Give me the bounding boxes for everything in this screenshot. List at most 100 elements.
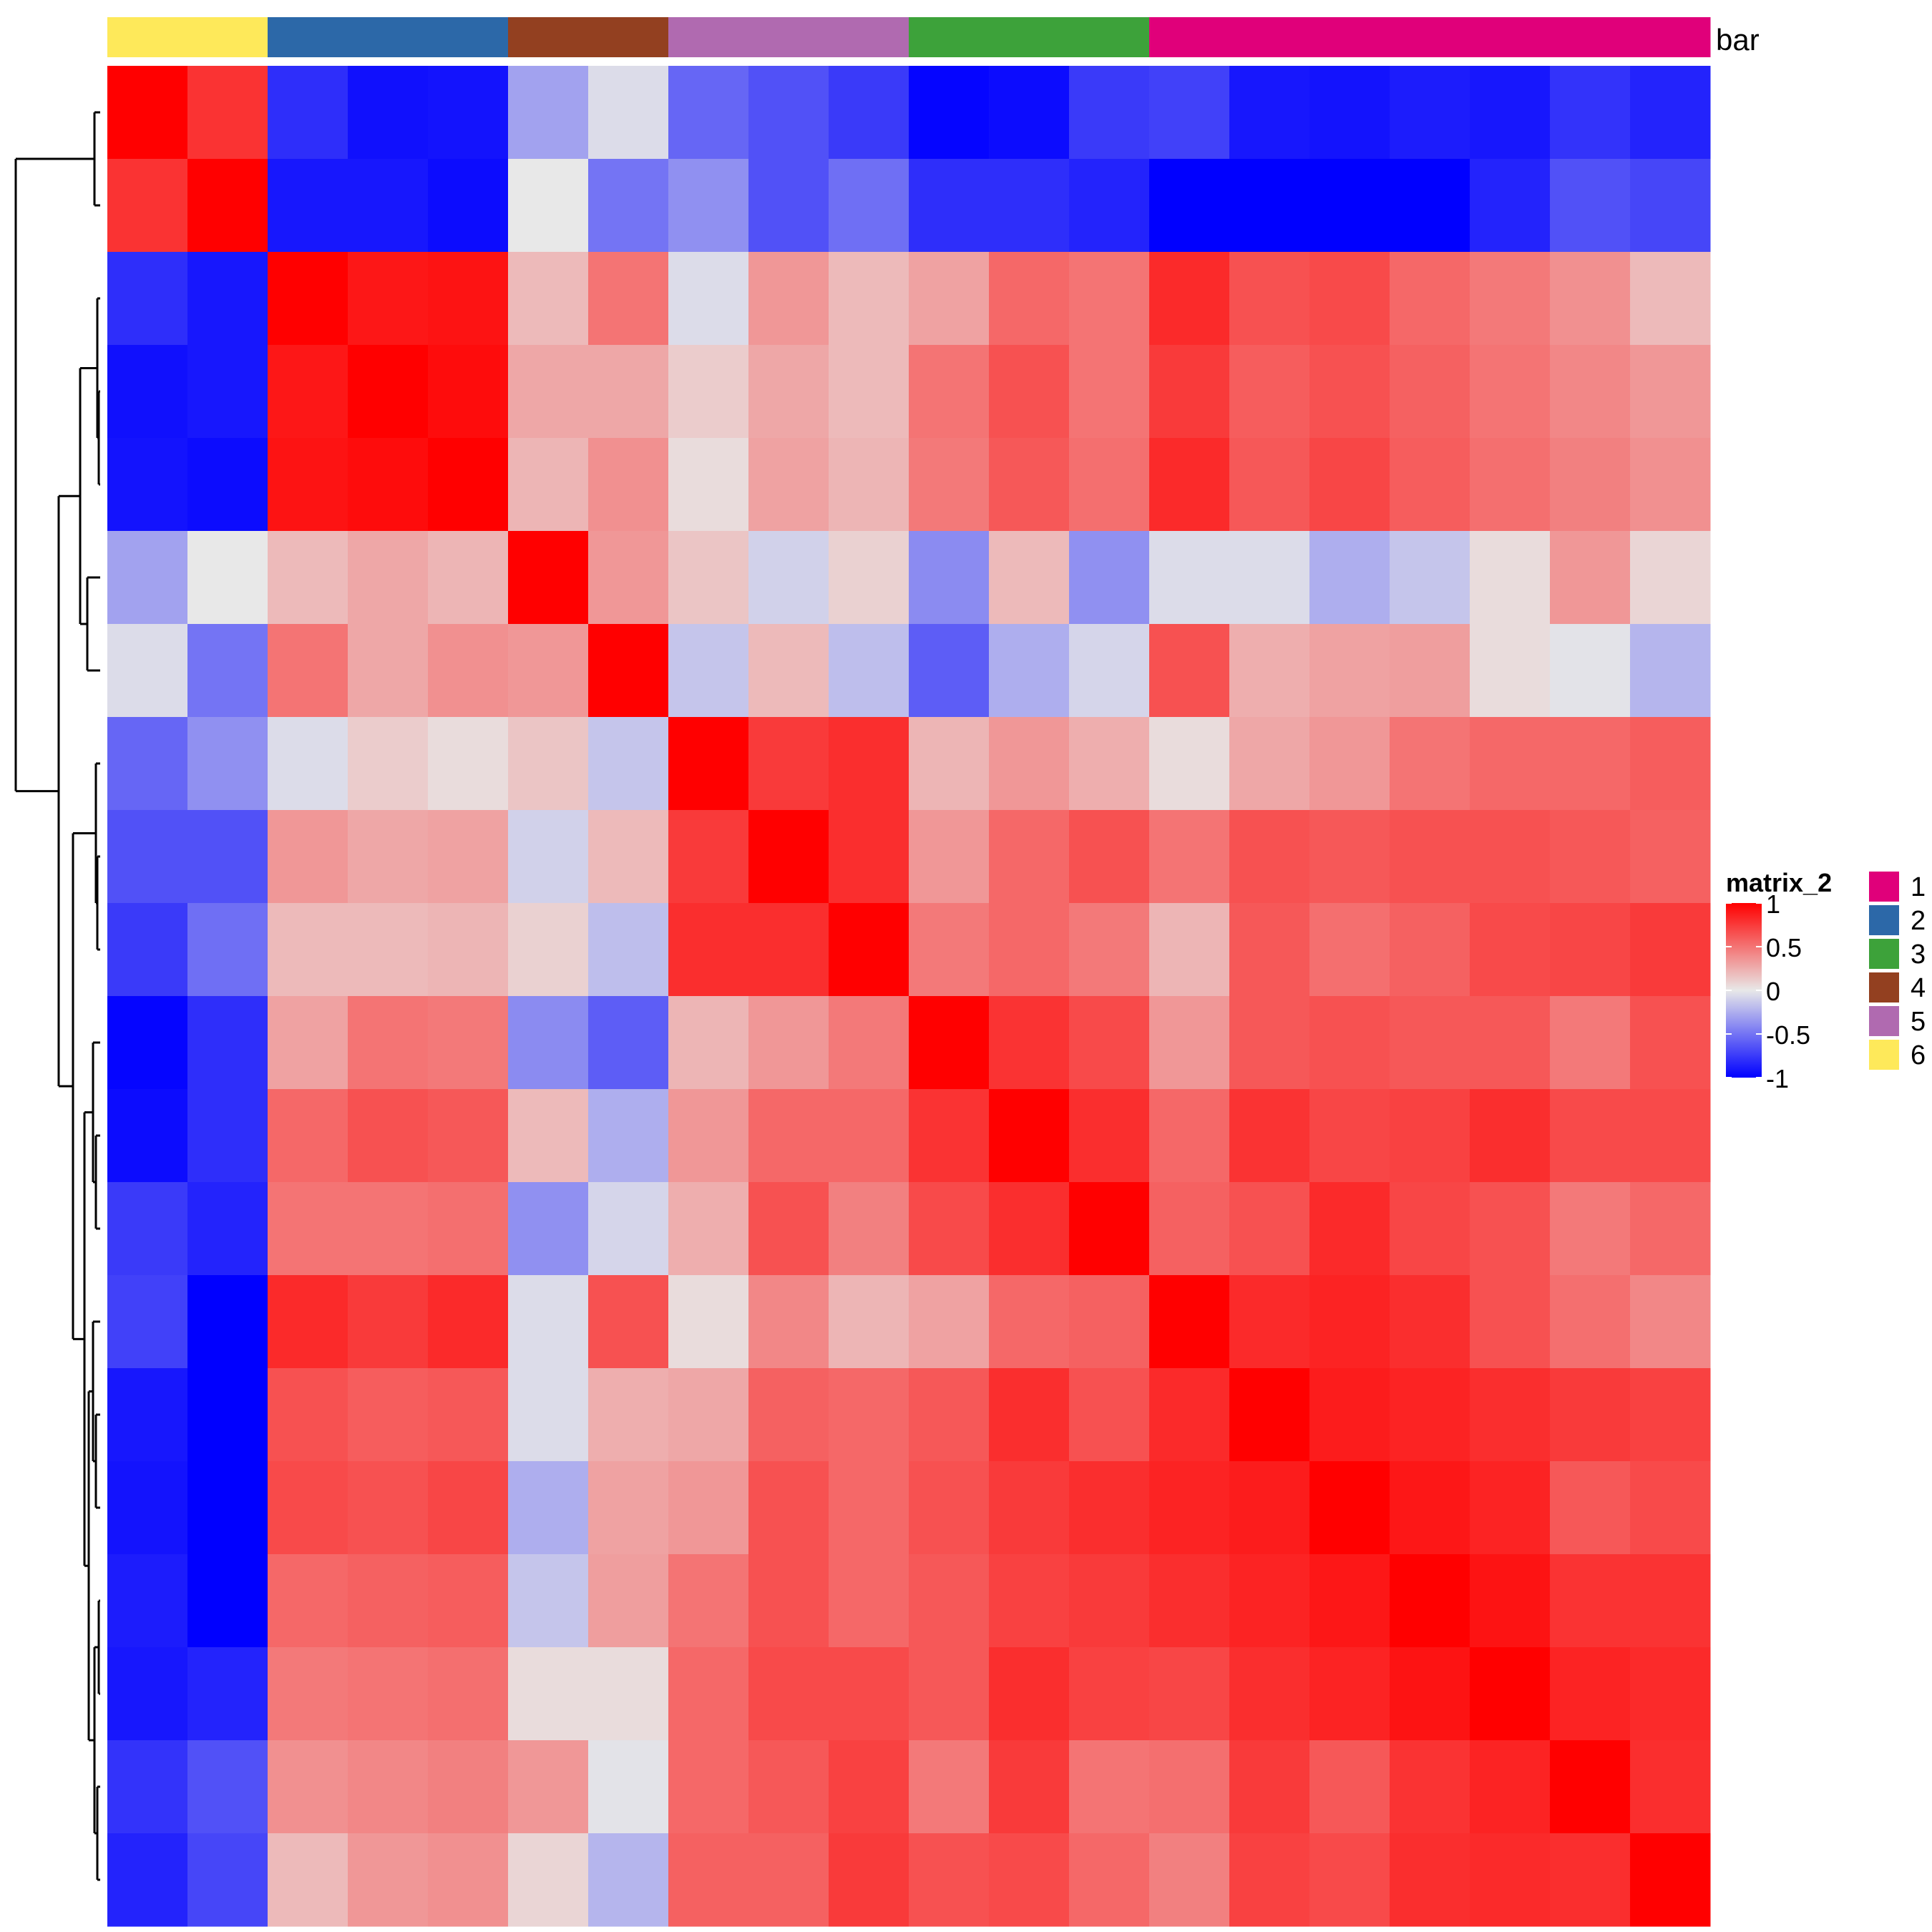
heatmap-cell <box>588 1833 669 1927</box>
heatmap-cell <box>989 1182 1070 1276</box>
heatmap-cell <box>668 345 749 439</box>
heatmap-cell <box>588 1740 669 1834</box>
heatmap-cell <box>1550 1554 1631 1648</box>
heatmap-cell <box>909 1368 990 1462</box>
heatmap-cell <box>1550 810 1631 904</box>
heatmap-cell <box>588 1554 669 1648</box>
heatmap-cell <box>1309 531 1390 625</box>
heatmap-cell <box>989 1554 1070 1648</box>
heatmap-cell <box>989 1461 1070 1555</box>
heatmap-cell <box>909 66 990 160</box>
heatmap-cell <box>1470 1554 1551 1648</box>
heatmap-cell <box>668 810 749 904</box>
heatmap-cell <box>268 159 348 253</box>
heatmap-cell <box>1390 438 1470 532</box>
heatmap-cell <box>1470 1368 1551 1462</box>
heatmap-cell <box>1470 1182 1551 1276</box>
heatmap-cell <box>1550 531 1631 625</box>
heatmap-cell <box>187 1554 268 1648</box>
heatmap-cell <box>668 252 749 346</box>
heatmap-cell <box>1069 252 1150 346</box>
heatmap-cell <box>668 1647 749 1741</box>
heatmap-cell <box>668 1182 749 1276</box>
heatmap-cell <box>428 1089 509 1183</box>
heatmap-cell <box>989 996 1070 1090</box>
heatmap-cell <box>187 531 268 625</box>
heatmap-cell <box>1550 252 1631 346</box>
heatmap-cell <box>1149 1740 1230 1834</box>
heatmap-cell <box>1470 438 1551 532</box>
heatmap-cell <box>508 1647 589 1741</box>
heatmap-cell <box>989 531 1070 625</box>
heatmap-cell <box>748 1647 829 1741</box>
heatmap-cell <box>268 624 348 718</box>
heatmap-cell <box>1390 159 1470 253</box>
heatmap-cell <box>588 996 669 1090</box>
heatmap-cell <box>909 717 990 811</box>
heatmap-cell <box>989 159 1070 253</box>
heatmap-cell <box>829 903 909 997</box>
heatmap-cell <box>1149 252 1230 346</box>
annotation-bar-label: bar <box>1716 23 1760 57</box>
annotation-cell <box>1630 17 1711 57</box>
heatmap-cell <box>508 1275 589 1369</box>
heatmap-cell <box>989 1089 1070 1183</box>
heatmap-cell <box>1069 1368 1150 1462</box>
heatmap-cell <box>748 624 829 718</box>
heatmap-cell <box>1550 624 1631 718</box>
heatmap-cell <box>268 1275 348 1369</box>
heatmap-cell <box>1390 1647 1470 1741</box>
heatmap-cell <box>1630 903 1711 997</box>
heatmap-cell <box>107 1647 188 1741</box>
heatmap-cell <box>1630 1740 1711 1834</box>
heatmap-cell <box>909 159 990 253</box>
heatmap-cell <box>107 252 188 346</box>
heatmap-cell <box>829 531 909 625</box>
annotation-cell <box>748 17 829 57</box>
heatmap-cell <box>268 438 348 532</box>
heatmap-cell <box>428 903 509 997</box>
heatmap-cell <box>1470 1461 1551 1555</box>
group-legend-label: 5 <box>1911 1007 1926 1037</box>
heatmap-cell <box>748 1275 829 1369</box>
heatmap-cell <box>1550 1089 1631 1183</box>
heatmap-cell <box>508 345 589 439</box>
heatmap-cell <box>909 1833 990 1927</box>
heatmap-cell <box>1149 1554 1230 1648</box>
heatmap-cell <box>1229 252 1310 346</box>
heatmap-cell <box>588 66 669 160</box>
heatmap-cell <box>1309 717 1390 811</box>
heatmap-cell <box>829 66 909 160</box>
group-legend-swatch <box>1869 905 1899 935</box>
heatmap-cell <box>1309 810 1390 904</box>
heatmap-cell <box>588 531 669 625</box>
heatmap-cell <box>748 717 829 811</box>
heatmap-cell <box>107 996 188 1090</box>
heatmap-cell <box>1470 1740 1551 1834</box>
heatmap-cell <box>107 717 188 811</box>
group-legend-swatch <box>1869 972 1899 1002</box>
heatmap-cell <box>909 1554 990 1648</box>
heatmap-cell <box>909 252 990 346</box>
heatmap-cell <box>909 1089 990 1183</box>
heatmap-cell <box>268 531 348 625</box>
annotation-cell <box>1229 17 1310 57</box>
heatmap-cell <box>428 159 509 253</box>
heatmap-cell <box>748 1554 829 1648</box>
heatmap-cell <box>1229 159 1310 253</box>
heatmap-cell <box>187 1833 268 1927</box>
color-legend-tick-label: 0.5 <box>1766 933 1802 962</box>
heatmap-cell <box>348 1554 429 1648</box>
heatmap-cell <box>348 624 429 718</box>
heatmap-cell <box>428 624 509 718</box>
heatmap-cell <box>1470 810 1551 904</box>
heatmap-cell <box>107 1833 188 1927</box>
heatmap-cell <box>1069 1647 1150 1741</box>
group-legend-label: 1 <box>1911 872 1926 902</box>
heatmap-cell <box>909 531 990 625</box>
heatmap-cell <box>668 1554 749 1648</box>
heatmap-cell <box>348 810 429 904</box>
heatmap-cell <box>668 624 749 718</box>
heatmap-cell <box>1149 624 1230 718</box>
